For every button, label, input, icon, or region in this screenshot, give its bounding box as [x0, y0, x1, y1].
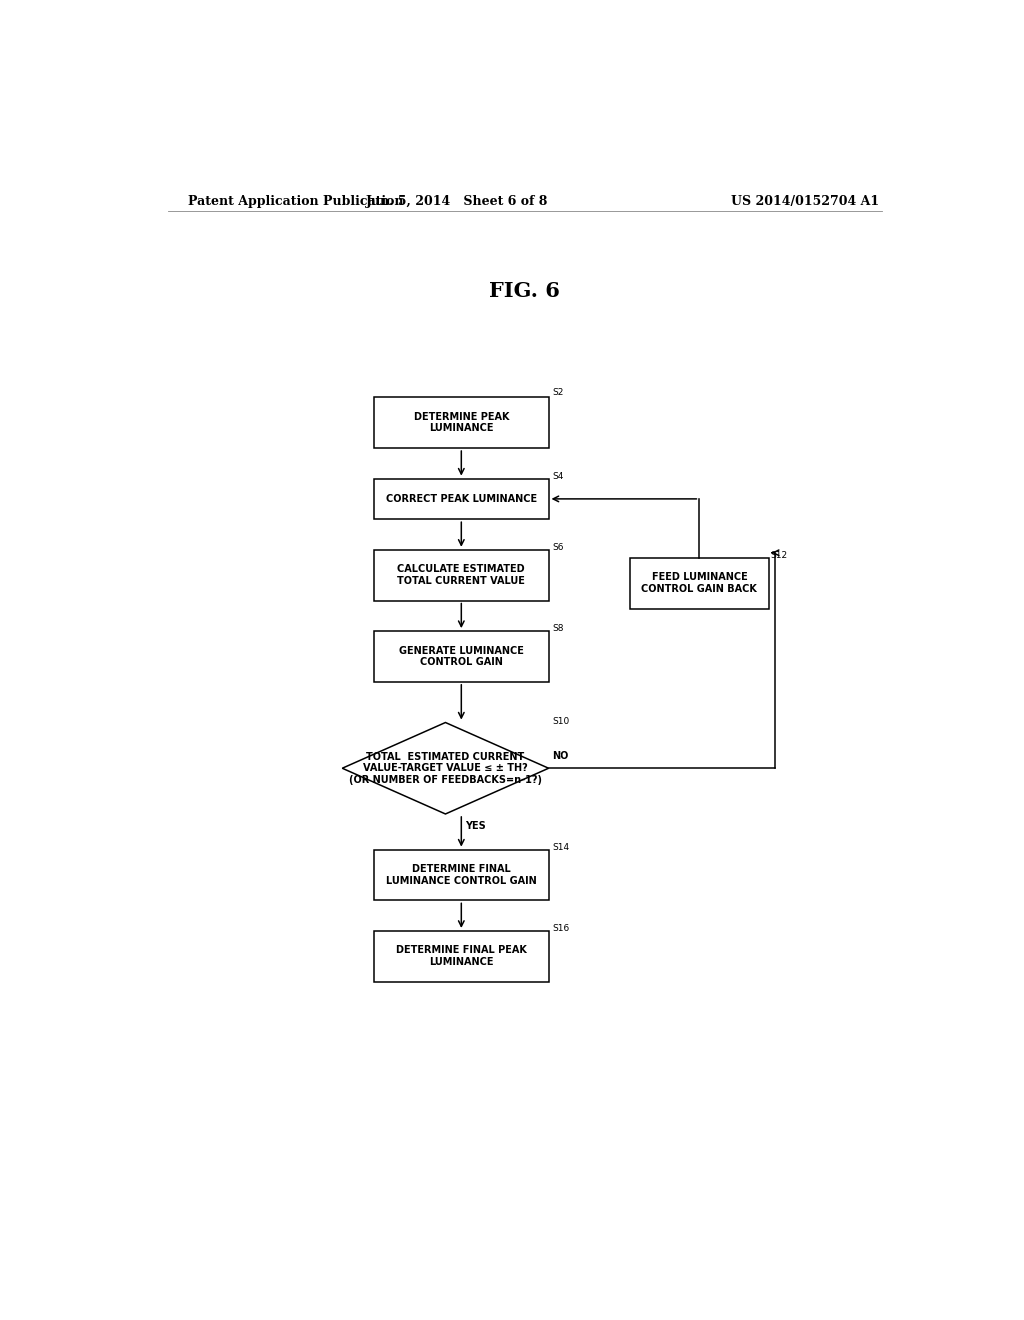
Text: FEED LUMINANCE
CONTROL GAIN BACK: FEED LUMINANCE CONTROL GAIN BACK: [641, 573, 758, 594]
Text: S12: S12: [771, 550, 787, 560]
Text: S14: S14: [553, 842, 569, 851]
Polygon shape: [342, 722, 549, 814]
Bar: [630, 558, 769, 609]
Bar: [374, 631, 549, 682]
Text: Jun. 5, 2014   Sheet 6 of 8: Jun. 5, 2014 Sheet 6 of 8: [367, 194, 549, 207]
Text: TOTAL  ESTIMATED CURRENT
VALUE-TARGET VALUE ≤ ± TH?
(OR NUMBER OF FEEDBACKS=n-1?: TOTAL ESTIMATED CURRENT VALUE-TARGET VAL…: [349, 751, 542, 785]
Text: DETERMINE FINAL
LUMINANCE CONTROL GAIN: DETERMINE FINAL LUMINANCE CONTROL GAIN: [386, 865, 537, 886]
Text: S16: S16: [553, 924, 569, 933]
Text: US 2014/0152704 A1: US 2014/0152704 A1: [731, 194, 880, 207]
Text: DETERMINE PEAK
LUMINANCE: DETERMINE PEAK LUMINANCE: [414, 412, 509, 433]
Text: NO: NO: [553, 751, 569, 762]
Bar: [374, 850, 549, 900]
Text: CALCULATE ESTIMATED
TOTAL CURRENT VALUE: CALCULATE ESTIMATED TOTAL CURRENT VALUE: [397, 565, 525, 586]
Bar: [374, 479, 549, 519]
Text: Patent Application Publication: Patent Application Publication: [187, 194, 403, 207]
Text: S4: S4: [553, 471, 564, 480]
Text: S2: S2: [553, 388, 564, 397]
Text: DETERMINE FINAL PEAK
LUMINANCE: DETERMINE FINAL PEAK LUMINANCE: [396, 945, 526, 968]
Text: CORRECT PEAK LUMINANCE: CORRECT PEAK LUMINANCE: [386, 494, 537, 504]
Text: S6: S6: [553, 543, 564, 552]
Text: YES: YES: [465, 821, 486, 832]
Text: S10: S10: [553, 717, 569, 726]
Bar: [374, 397, 549, 447]
Text: FIG. 6: FIG. 6: [489, 281, 560, 301]
Bar: [374, 549, 549, 601]
Text: S8: S8: [553, 624, 564, 634]
Text: GENERATE LUMINANCE
CONTROL GAIN: GENERATE LUMINANCE CONTROL GAIN: [399, 645, 523, 667]
Bar: [374, 931, 549, 982]
